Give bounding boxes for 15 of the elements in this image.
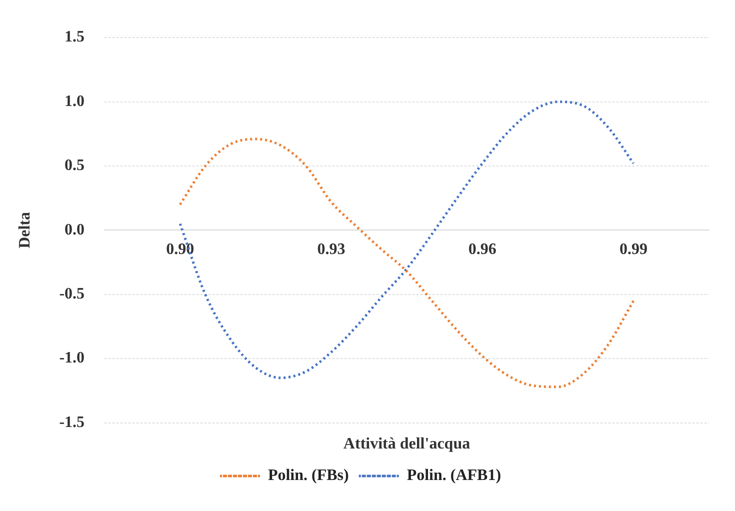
x-axis-title: Attività dell'acqua (343, 436, 470, 453)
x-tick-label: 0.96 (468, 240, 496, 258)
y-tick-label: 0.0 (64, 221, 85, 238)
x-tick-label: 0.93 (317, 240, 346, 258)
y-tick-label: -0.5 (59, 286, 85, 303)
legend-label: Polin. (AFB1) (406, 467, 502, 484)
x-tick-label: 0.99 (619, 240, 648, 258)
y-tick-label: -1.5 (59, 414, 85, 431)
y-axis-title: Delta (16, 212, 34, 248)
y-tick-label: 1.0 (64, 92, 85, 110)
y-tick-label: 0.5 (64, 157, 85, 174)
x-tick-label: 0.90 (166, 240, 194, 258)
legend-label: Polin. (FBs) (268, 467, 349, 484)
y-tick-label: -1.0 (59, 350, 85, 367)
y-tick-label: 1.5 (64, 28, 85, 46)
